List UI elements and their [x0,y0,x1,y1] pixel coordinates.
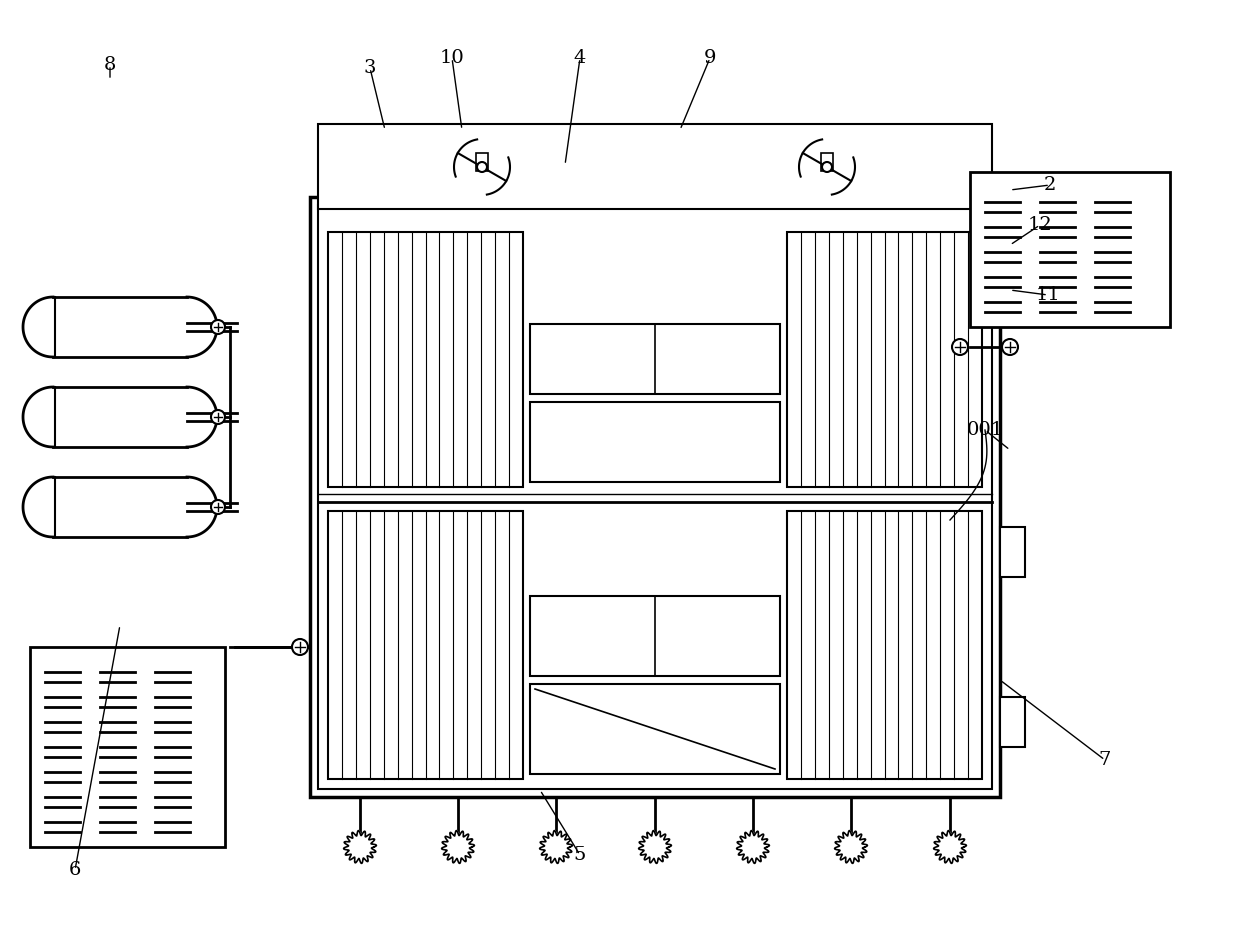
Text: 2: 2 [1044,176,1056,194]
Text: 9: 9 [704,49,717,67]
Bar [329,511,523,779]
Text: 3: 3 [363,59,376,77]
Bar [529,684,780,774]
Bar [317,124,992,209]
Text: 5: 5 [574,846,587,864]
Polygon shape [187,477,217,537]
Polygon shape [24,387,53,447]
Bar [529,402,780,482]
Bar [53,297,188,357]
Polygon shape [737,831,770,863]
Text: 10: 10 [440,49,464,67]
Circle shape [211,320,224,334]
Bar [999,527,1025,577]
Circle shape [1002,339,1018,355]
Bar [310,197,999,797]
Bar [999,697,1025,747]
Bar [821,153,833,171]
Circle shape [822,162,832,172]
Text: 001: 001 [966,421,1003,439]
Bar [787,511,982,779]
Polygon shape [187,387,217,447]
Polygon shape [639,831,671,863]
Circle shape [477,162,487,172]
Bar [53,477,188,537]
Bar [30,647,224,847]
Polygon shape [441,831,475,863]
Bar [329,232,523,487]
Polygon shape [187,297,217,357]
Text: 6: 6 [68,861,81,879]
Polygon shape [24,297,53,357]
Text: 7: 7 [1099,751,1111,769]
Text: 11: 11 [1035,286,1060,304]
Bar [53,387,188,447]
Bar [787,232,982,487]
Polygon shape [835,831,868,863]
Circle shape [211,500,224,514]
Bar [529,596,780,676]
Polygon shape [934,831,966,863]
Bar [970,172,1171,327]
Circle shape [291,639,308,655]
Polygon shape [24,477,53,537]
Text: 8: 8 [104,56,117,74]
Text: 12: 12 [1028,216,1053,234]
Bar [317,205,992,789]
Circle shape [952,339,968,355]
Circle shape [211,410,224,424]
Bar [476,153,489,171]
Text: 4: 4 [574,49,587,67]
Polygon shape [539,831,573,863]
Polygon shape [343,831,377,863]
Bar [529,324,780,394]
